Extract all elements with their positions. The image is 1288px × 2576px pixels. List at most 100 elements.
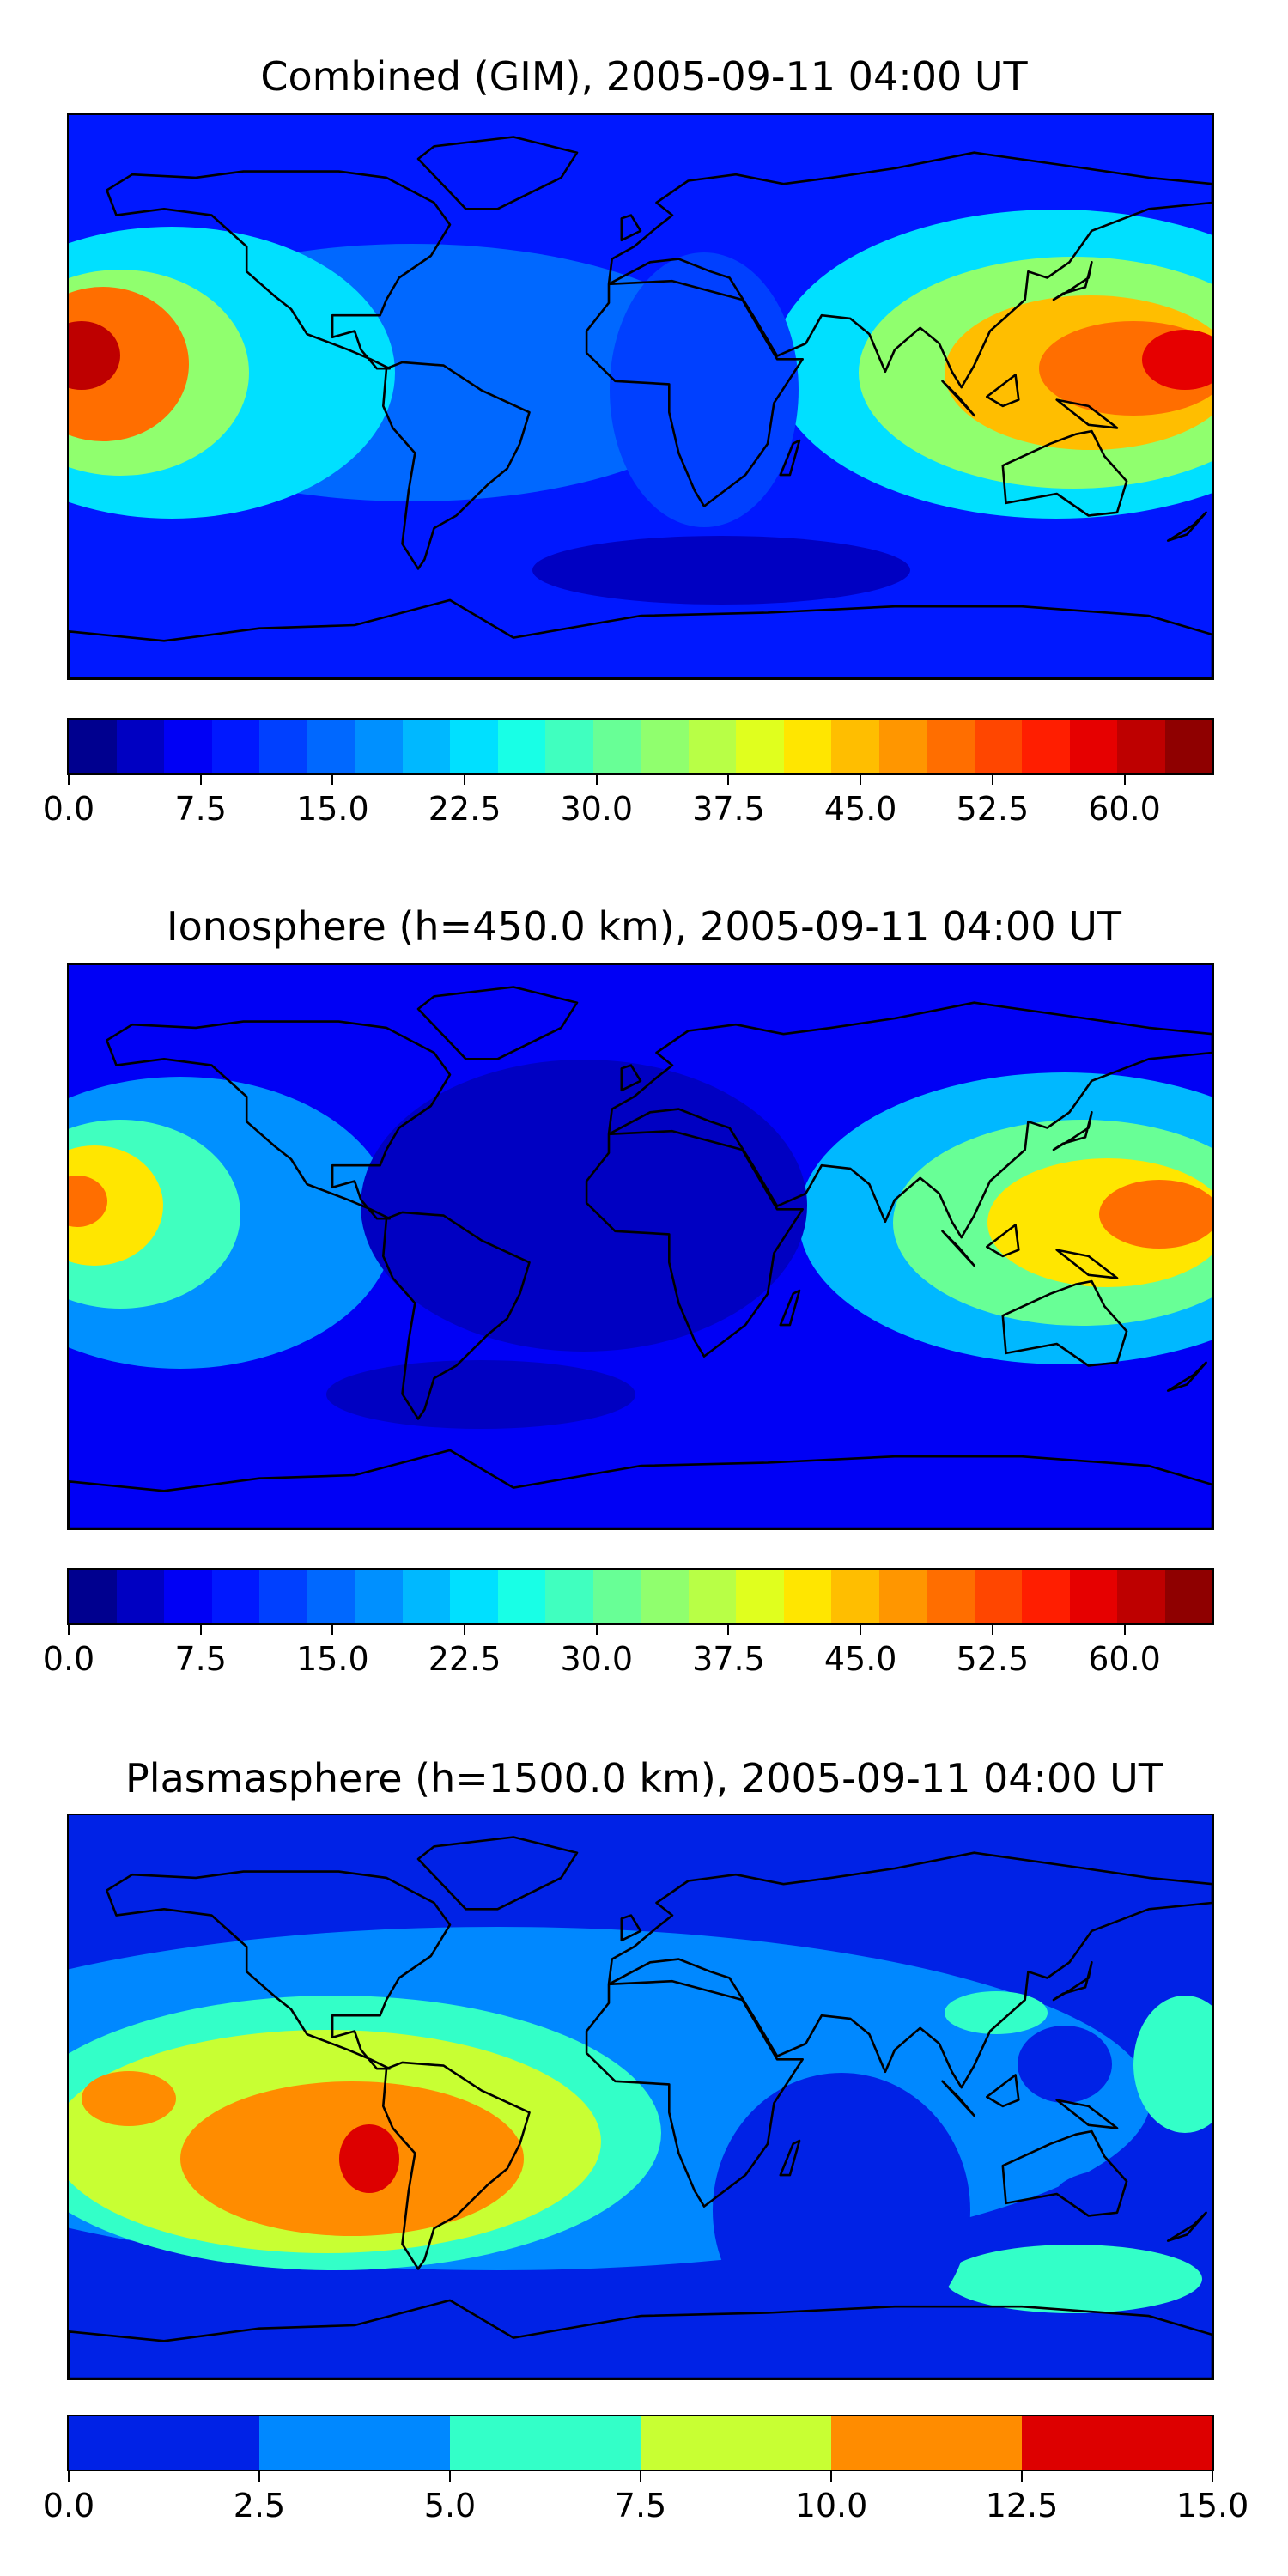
contour-region-11 — [713, 2073, 970, 2348]
panel-2-colorbar — [67, 1568, 1214, 1625]
colorbar-segment — [497, 1570, 545, 1623]
colorbar-tick-label: 2.5 — [233, 2487, 286, 2524]
panel-2-map — [67, 963, 1214, 1530]
colorbar-segment — [497, 720, 545, 773]
colorbar-tick — [991, 1625, 993, 1635]
colorbar-segment — [402, 1570, 450, 1623]
colorbar-tick-label: 0.0 — [42, 790, 95, 828]
colorbar-tick-label: 0.0 — [42, 2487, 95, 2524]
colorbar-tick-label: 7.5 — [174, 1640, 227, 1678]
colorbar-segment — [736, 1570, 784, 1623]
colorbar-segment — [402, 720, 450, 773]
panel-1-map — [67, 113, 1214, 680]
colorbar-segment — [450, 2416, 641, 2470]
colorbar-segment — [1117, 1570, 1165, 1623]
colorbar-tick-label: 30.0 — [560, 790, 634, 828]
panel-1-colorbar — [67, 718, 1214, 775]
panel-3-colorbar — [67, 2415, 1214, 2471]
colorbar-segment — [545, 1570, 593, 1623]
contour-region-5 — [339, 2124, 399, 2193]
colorbar-tick — [1021, 2471, 1023, 2482]
colorbar-segment — [878, 720, 927, 773]
contour-region-6 — [945, 2245, 1202, 2313]
colorbar-tick-label: 7.5 — [614, 2487, 667, 2524]
colorbar-segment — [927, 720, 975, 773]
contour-region-4 — [69, 321, 120, 390]
contour-region-9 — [1142, 330, 1212, 390]
panel-1-colorbar-ticks: 0.0 7.5 15.0 22.5 30.0 37.5 45.0 52.5 60.0 — [43, 775, 1214, 828]
colorbar-segment — [307, 720, 355, 773]
colorbar-tick-label: 10.0 — [794, 2487, 868, 2524]
colorbar-segment — [1117, 720, 1165, 773]
colorbar-tick — [860, 1625, 862, 1635]
colorbar-segment — [592, 720, 641, 773]
colorbar-tick-label: 0.0 — [42, 1640, 95, 1678]
colorbar-segment — [592, 1570, 641, 1623]
colorbar-tick-label: 15.0 — [296, 1640, 369, 1678]
colorbar-segment — [307, 1570, 355, 1623]
colorbar-segment — [927, 1570, 975, 1623]
coastline-outline — [69, 1836, 1212, 2379]
colorbar-tick-label: 15.0 — [1176, 2487, 1249, 2524]
colorbar-tick — [68, 1625, 70, 1635]
colorbar-segment — [211, 1570, 259, 1623]
colorbar-segment — [355, 720, 403, 773]
colorbar-segment — [1069, 720, 1117, 773]
colorbar-tick — [991, 775, 993, 785]
colorbar-segment — [355, 1570, 403, 1623]
colorbar-segment — [116, 1570, 164, 1623]
colorbar-tick — [449, 2471, 451, 2482]
coastline-outline — [69, 986, 1212, 1528]
contour-region-8 — [1133, 1996, 1212, 2133]
colorbar-segment — [688, 1570, 736, 1623]
colorbar-segment — [69, 1570, 117, 1623]
colorbar-segment — [259, 2416, 450, 2470]
colorbar-segment — [1022, 1570, 1070, 1623]
colorbar-tick — [464, 775, 466, 785]
colorbar-segment — [688, 720, 736, 773]
colorbar-segment — [783, 720, 831, 773]
colorbar-tick — [68, 2471, 70, 2482]
colorbar-tick-label: 37.5 — [692, 1640, 765, 1678]
colorbar-tick-label: 37.5 — [692, 790, 765, 828]
colorbar-tick-label: 45.0 — [823, 790, 897, 828]
colorbar-tick — [1123, 775, 1126, 785]
colorbar-segment — [641, 2416, 831, 2470]
colorbar-tick — [595, 1625, 598, 1635]
colorbar-tick — [640, 2471, 641, 2482]
colorbar-tick — [331, 1625, 334, 1635]
colorbar-segment — [211, 720, 259, 773]
panel-2-colorbar-ticks: 0.0 7.5 15.0 22.5 30.0 37.5 45.0 52.5 60.0 — [43, 1625, 1214, 1678]
colorbar-tick-label: 30.0 — [560, 1640, 634, 1678]
contour-region-9 — [1018, 2026, 1112, 2103]
colorbar-segment — [259, 720, 307, 773]
colorbar-tick — [595, 775, 598, 785]
panel-1-title: Combined (GIM), 2005-09-11 04:00 UT — [260, 53, 1028, 100]
colorbar-segment — [116, 720, 164, 773]
colorbar-tick — [199, 775, 202, 785]
colorbar-segment — [69, 2416, 259, 2470]
contour-region-7 — [945, 1991, 1048, 2034]
colorbar-tick — [258, 2471, 260, 2482]
colorbar-segment — [1164, 1570, 1212, 1623]
panel-3-colorbar-ticks: 0.0 2.5 5.0 7.5 10.0 12.5 15.0 — [43, 2471, 1249, 2524]
contour-region-8 — [361, 1060, 807, 1352]
colorbar-segment — [831, 1570, 879, 1623]
panel-2-title: Ionosphere (h=450.0 km), 2005-09-11 04:0… — [167, 903, 1121, 950]
colorbar-tick-label: 22.5 — [428, 790, 501, 828]
colorbar-segment — [974, 1570, 1022, 1623]
colorbar-tick — [727, 1625, 730, 1635]
colorbar-segment — [545, 720, 593, 773]
colorbar-tick-label: 45.0 — [823, 1640, 897, 1678]
coastline-outline — [69, 136, 1212, 678]
colorbar-tick — [464, 1625, 466, 1635]
colorbar-tick-label: 60.0 — [1088, 1640, 1161, 1678]
colorbar-tick-label: 52.5 — [956, 790, 1030, 828]
colorbar-segment — [1022, 720, 1070, 773]
contour-region-7 — [1099, 1180, 1212, 1249]
colorbar-segment — [450, 720, 498, 773]
colorbar-tick-label: 7.5 — [174, 790, 227, 828]
contour-region-10 — [1056, 2167, 1211, 2219]
colorbar-segment — [1164, 720, 1212, 773]
colorbar-tick-label: 22.5 — [428, 1640, 501, 1678]
